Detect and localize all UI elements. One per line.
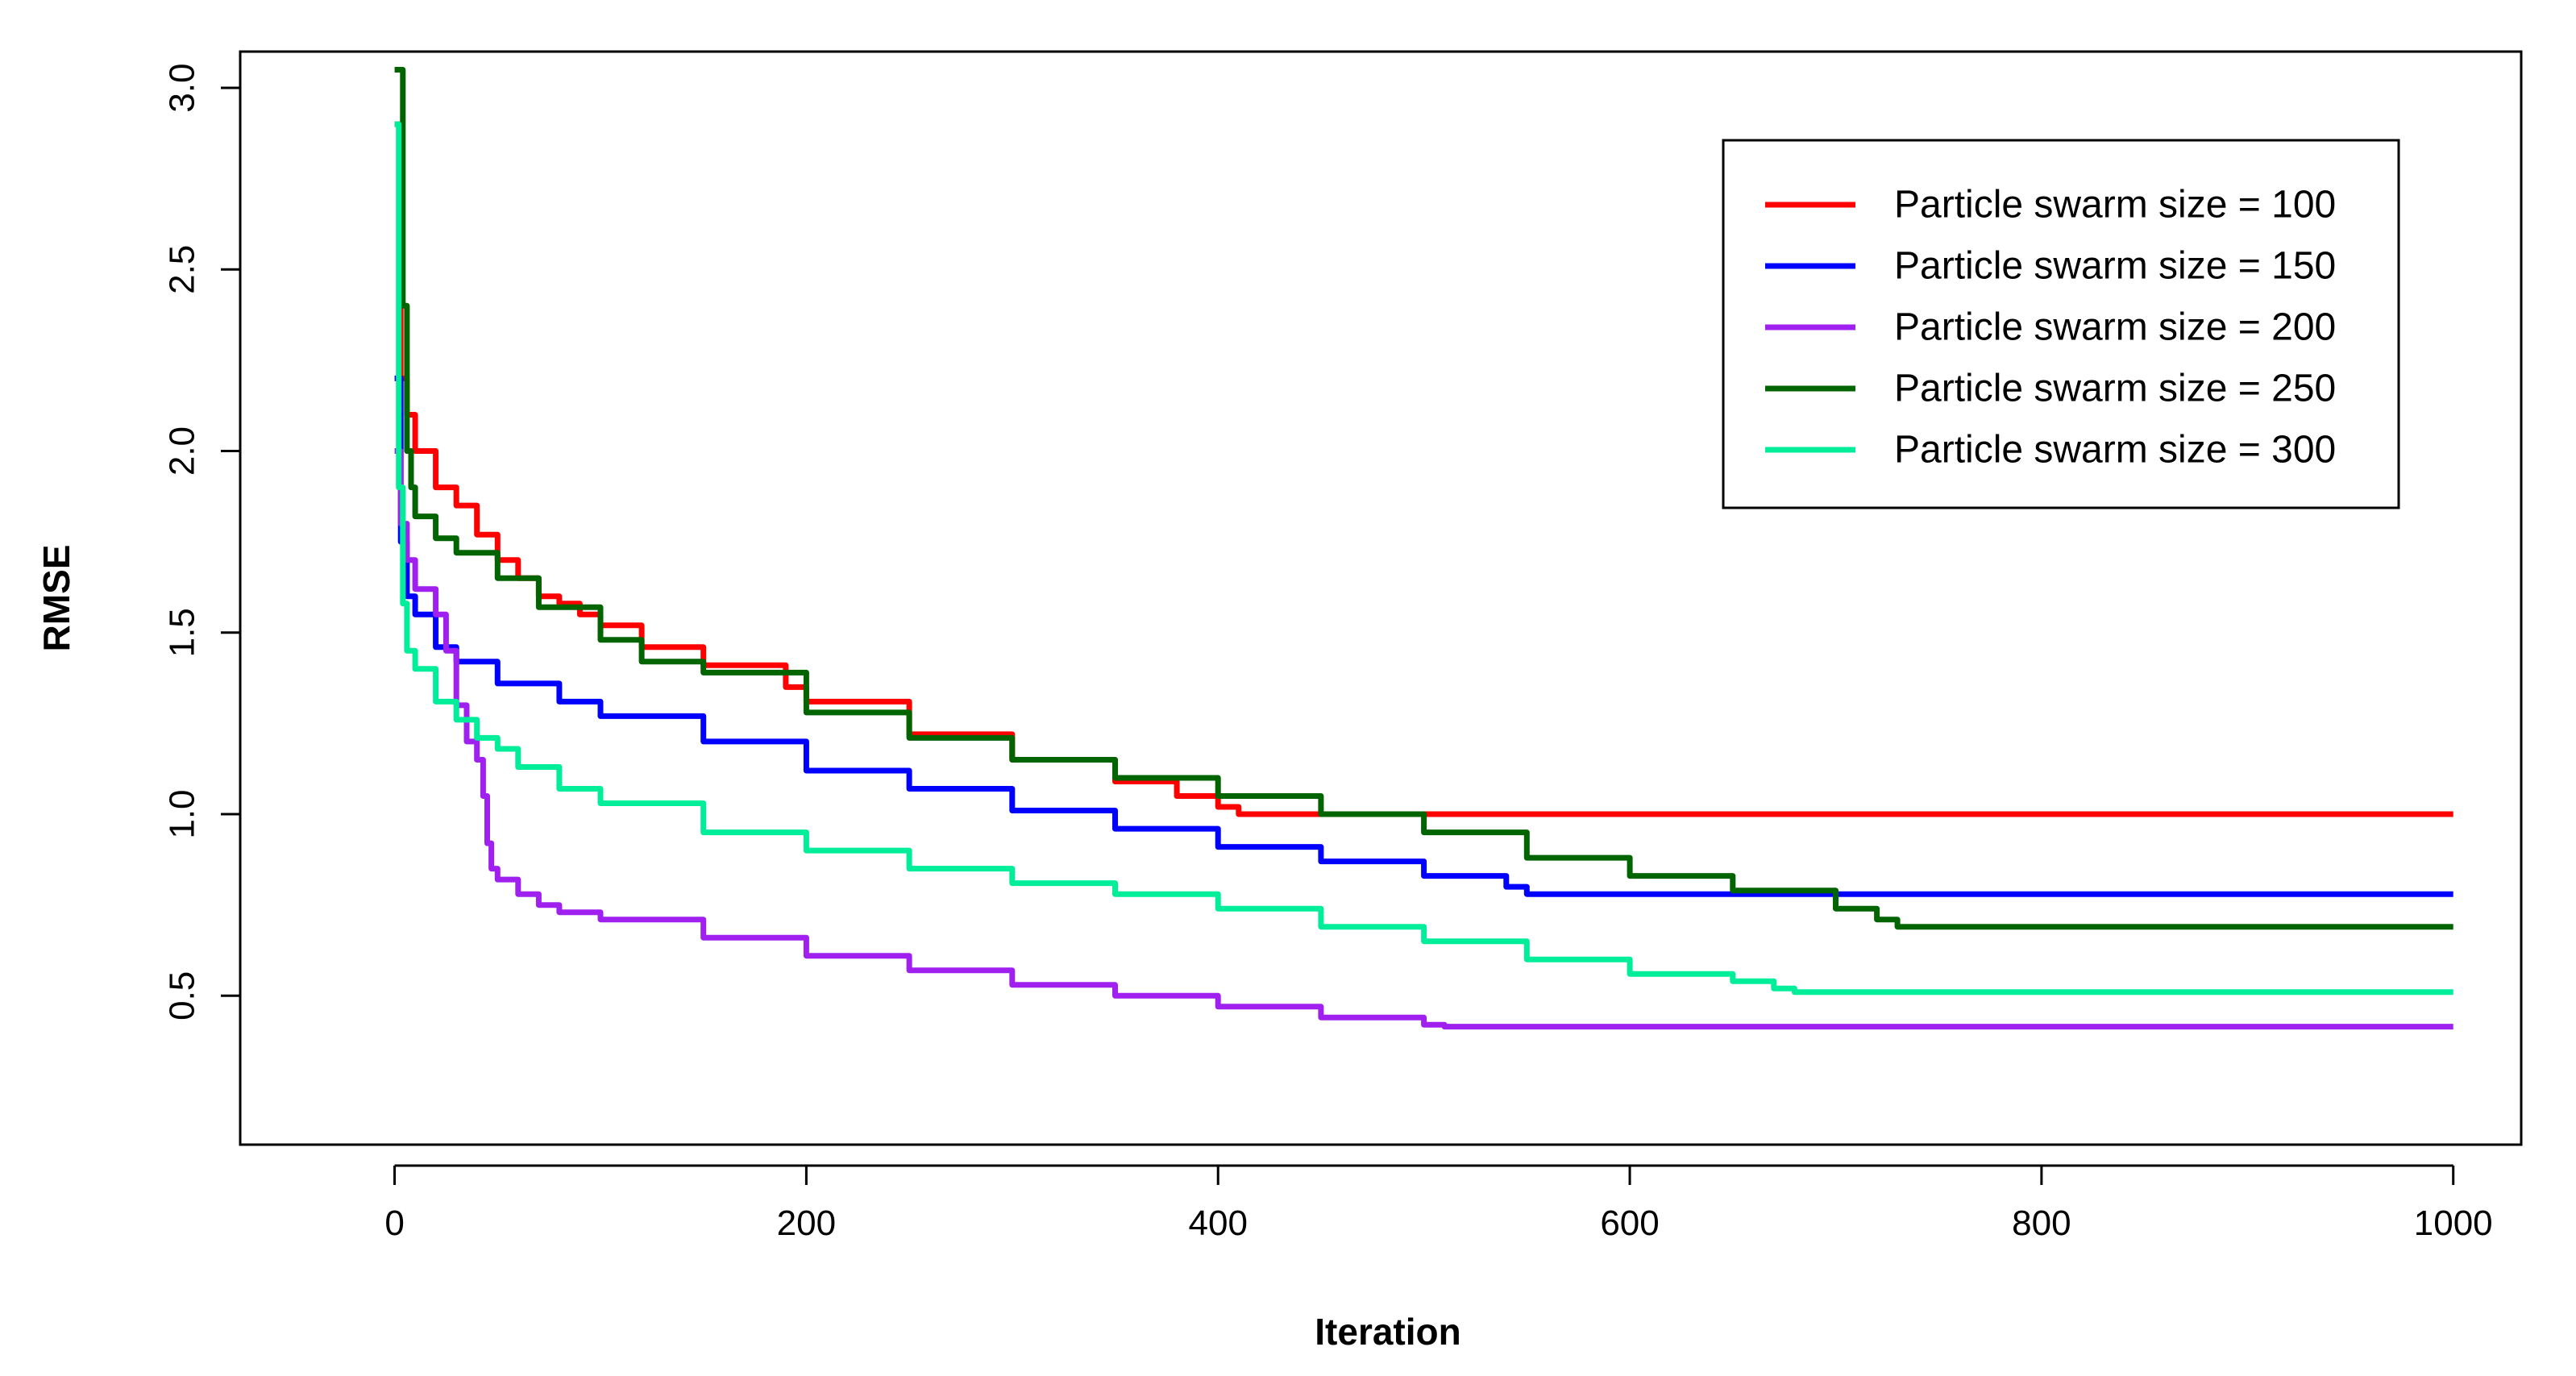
series-line-4: [394, 67, 2453, 930]
legend-label-3: Particle swarm size = 200: [1894, 306, 2336, 349]
x-axis-title: Iteration: [1315, 1311, 1460, 1353]
legend-label-4: Particle swarm size = 250: [1894, 368, 2336, 410]
legend-label-1: Particle swarm size = 100: [1894, 184, 2336, 227]
legend-label-5: Particle swarm size = 300: [1894, 429, 2336, 472]
series-line-5: [394, 121, 2453, 996]
x-tick-label: 200: [777, 1203, 836, 1243]
y-axis-title: RMSE: [35, 545, 77, 652]
series-line-2: [394, 375, 2453, 897]
y-tick-label: 2.0: [163, 426, 202, 476]
y-tick-label: 3.0: [163, 63, 202, 112]
legend: Particle swarm size = 100 Particle swarm …: [1722, 139, 2400, 509]
y-tick-label: 1.0: [163, 789, 202, 838]
y-tick-label: 0.5: [163, 971, 202, 1021]
x-tick-label: 400: [1189, 1203, 1248, 1243]
series-layer: [394, 67, 2453, 1030]
x-tick-label: 0: [384, 1203, 404, 1243]
series-line-3: [394, 448, 2453, 1030]
legend-label-2: Particle swarm size = 150: [1894, 245, 2336, 288]
y-axis: 0.5 1.0 1.5 2.0 2.5 3.0: [163, 63, 240, 1021]
legend-box: [1722, 139, 2400, 509]
x-axis: 0 200 400 600 800 1000: [384, 1164, 2493, 1243]
x-tick-label: 1000: [2414, 1203, 2493, 1243]
y-tick-label: 1.5: [163, 608, 202, 657]
plot-frame: [239, 50, 2523, 1146]
x-tick-label: 800: [2012, 1203, 2071, 1243]
y-tick-label: 2.5: [163, 245, 202, 294]
x-tick-label: 600: [1600, 1203, 1659, 1243]
